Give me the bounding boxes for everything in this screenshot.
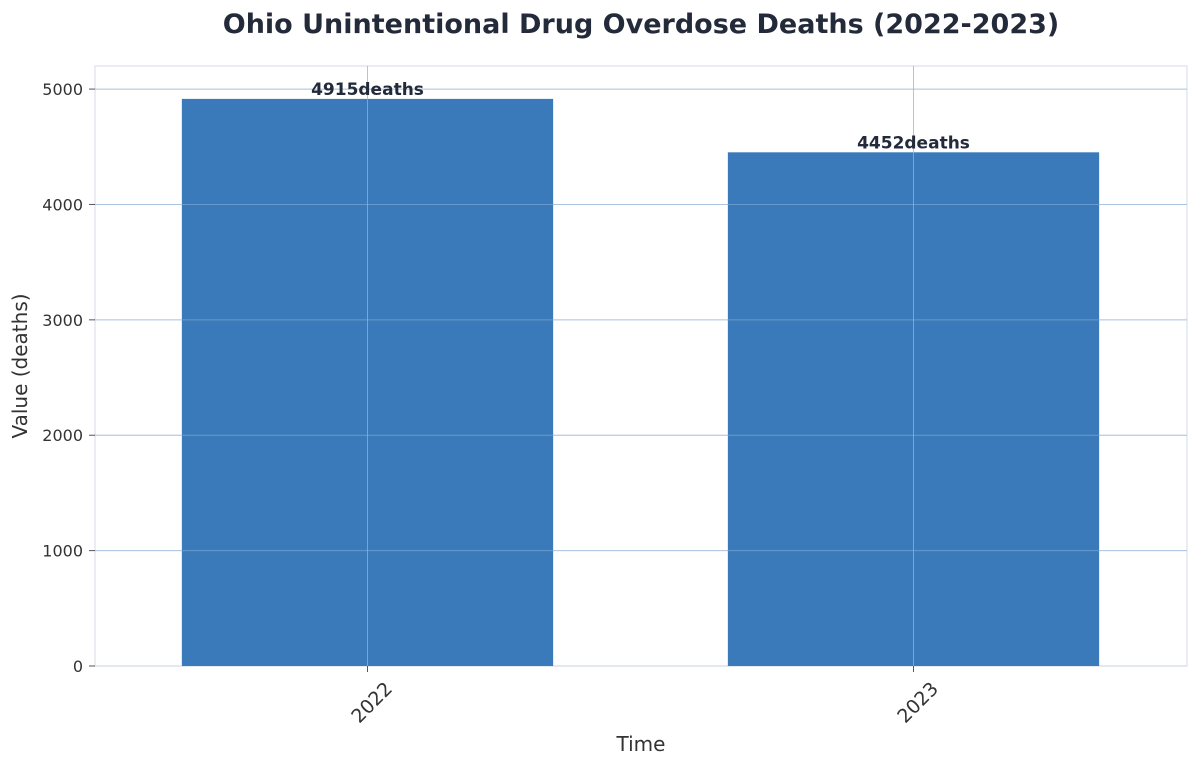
y-tick-label-4: 4000 — [42, 195, 83, 214]
y-axis-ticks: 0 1000 2000 3000 4000 5000 — [42, 80, 95, 676]
x-axis-label: Time — [616, 732, 666, 756]
chart-title: Ohio Unintentional Drug Overdose Deaths … — [223, 9, 1060, 40]
vertical-grid-lines — [95, 66, 1187, 666]
y-tick-label-0: 0 — [73, 657, 83, 676]
y-tick-label-5: 5000 — [42, 80, 83, 99]
x-axis-ticks: 2022 2023 — [347, 666, 943, 728]
data-label-2022: 4915deaths — [311, 80, 424, 100]
y-axis-label: Value (deaths) — [8, 293, 32, 438]
data-labels: 4915deaths 4452deaths — [311, 80, 970, 153]
x-tick-label-0: 2022 — [347, 678, 397, 728]
x-tick-label-1: 2023 — [893, 678, 943, 728]
y-tick-label-2: 2000 — [42, 426, 83, 445]
y-tick-label-1: 1000 — [42, 542, 83, 561]
data-label-2023: 4452deaths — [857, 133, 970, 153]
y-tick-label-3: 3000 — [42, 311, 83, 330]
